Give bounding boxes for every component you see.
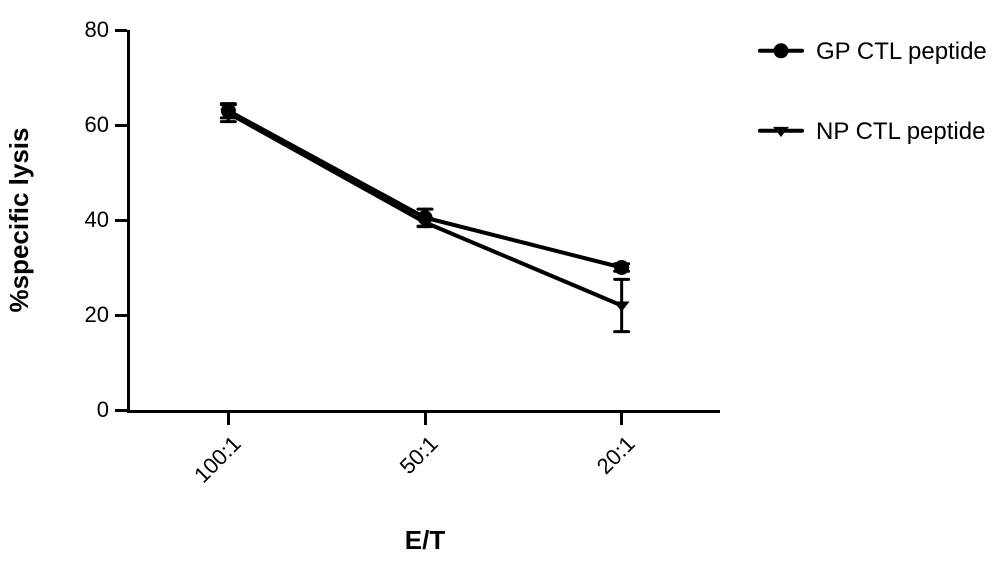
y-axis-title: %specific lysis xyxy=(4,128,35,313)
chart-svg xyxy=(0,0,1000,574)
y-tick xyxy=(115,314,127,317)
y-tick-label: 40 xyxy=(85,207,109,233)
data-marker xyxy=(614,260,629,275)
y-tick xyxy=(115,219,127,222)
data-marker xyxy=(614,302,630,312)
y-axis-line xyxy=(127,30,130,413)
x-tick xyxy=(620,413,623,425)
y-tick-label: 0 xyxy=(97,397,109,423)
series-line xyxy=(425,218,622,268)
legend-marker xyxy=(774,43,789,58)
x-axis-title: E/T xyxy=(405,525,445,556)
y-tick-label: 20 xyxy=(85,302,109,328)
x-tick xyxy=(227,413,230,425)
legend-label: NP CTL peptide xyxy=(816,118,985,146)
figure: 020406080 100:150:120:1 %specific lysis … xyxy=(0,0,1000,574)
y-tick xyxy=(115,124,127,127)
y-tick xyxy=(115,29,127,32)
series-line xyxy=(228,113,425,222)
y-tick xyxy=(115,409,127,412)
series-line xyxy=(425,222,622,305)
y-tick-label: 80 xyxy=(85,17,109,43)
legend-label: GP CTL peptide xyxy=(816,38,987,66)
x-axis-line xyxy=(127,410,720,413)
y-tick-label: 60 xyxy=(85,112,109,138)
x-tick xyxy=(424,413,427,425)
series-line xyxy=(228,111,425,218)
